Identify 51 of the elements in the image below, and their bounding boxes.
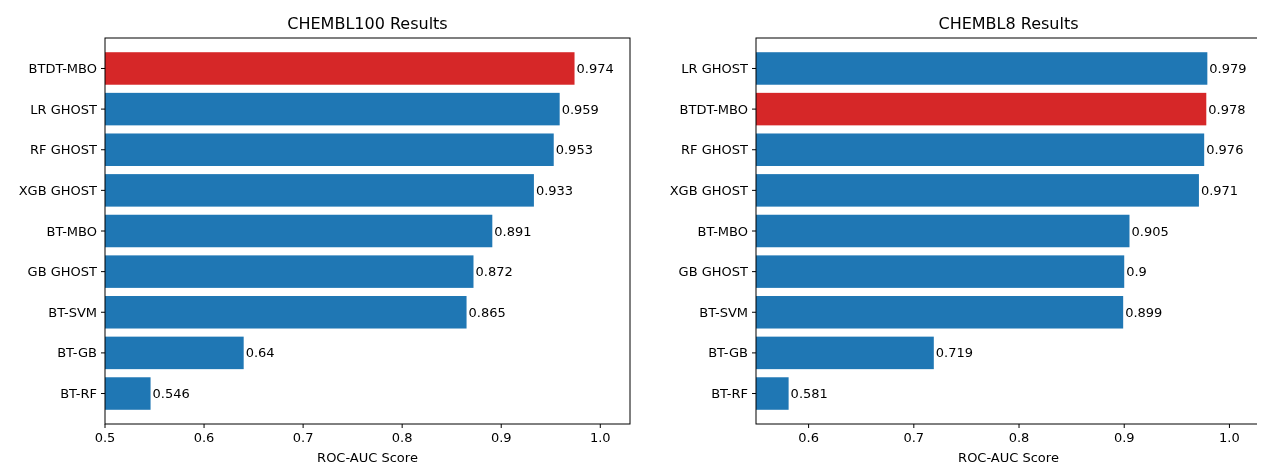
y-tick-label: BTDT-MBO: [28, 61, 97, 77]
data-label: 0.979: [1209, 61, 1247, 77]
y-tick-label: BT-GB: [57, 345, 97, 361]
data-label: 0.959: [561, 101, 599, 117]
data-label: 0.933: [535, 182, 574, 198]
data-label: 0.865: [468, 304, 506, 320]
y-tick-label: BT-SVM: [699, 304, 748, 320]
y-tick-label: BT-RF: [60, 386, 97, 402]
data-label: 0.891: [494, 223, 532, 239]
x-tick-label: 0.8: [1008, 430, 1030, 445]
x-tick-label: 0.9: [1113, 430, 1135, 445]
y-tick-label: BT-SVM: [48, 304, 97, 320]
data-label: 0.872: [475, 264, 513, 280]
y-tick-label: XGB GHOST: [18, 182, 98, 198]
x-axis-title: ROC-AUC Score: [958, 450, 1059, 465]
x-tick-label: 0.7: [903, 430, 925, 445]
y-tick-label: BTDT-MBO: [679, 101, 748, 117]
y-tick-label: BT-MBO: [697, 223, 748, 239]
data-label: 0.546: [152, 386, 190, 402]
data-label: 0.64: [245, 345, 275, 361]
x-tick-label: 0.9: [490, 430, 512, 445]
data-label: 0.9: [1126, 264, 1147, 280]
x-tick-label: 0.7: [292, 430, 314, 445]
x-axis-title: ROC-AUC Score: [317, 450, 418, 465]
data-label: 0.719: [935, 345, 974, 361]
data-label: 0.971: [1200, 182, 1239, 198]
x-tick-label: 1.0: [1219, 430, 1240, 445]
data-label: 0.581: [790, 386, 828, 402]
chart-title: CHEMBL8 Results: [938, 14, 1079, 33]
y-tick-label: RF GHOST: [30, 142, 98, 158]
x-tick-label: 1.0: [589, 430, 611, 445]
y-tick-label: XGB GHOST: [669, 182, 749, 198]
data-label: 0.974: [576, 61, 614, 77]
x-tick-label: 0.6: [193, 430, 215, 445]
data-label: 0.976: [1206, 142, 1244, 158]
data-label: 0.978: [1208, 101, 1246, 117]
y-tick-label: BT-GB: [708, 345, 748, 361]
data-label: 0.905: [1131, 223, 1169, 239]
y-tick-label: LR GHOST: [681, 61, 749, 77]
data-label: 0.899: [1125, 304, 1163, 320]
x-tick-label: 0.6: [798, 430, 819, 445]
x-tick-label: 0.5: [94, 430, 116, 445]
chart-title: CHEMBL100 Results: [287, 14, 448, 33]
y-tick-label: GB GHOST: [678, 264, 749, 280]
y-tick-label: RF GHOST: [681, 142, 749, 158]
data-label: 0.953: [555, 142, 593, 158]
x-tick-label: 0.8: [391, 430, 413, 445]
y-tick-label: BT-MBO: [46, 223, 97, 239]
y-tick-label: GB GHOST: [27, 264, 98, 280]
y-tick-label: BT-RF: [711, 386, 748, 402]
y-tick-label: LR GHOST: [30, 101, 98, 117]
